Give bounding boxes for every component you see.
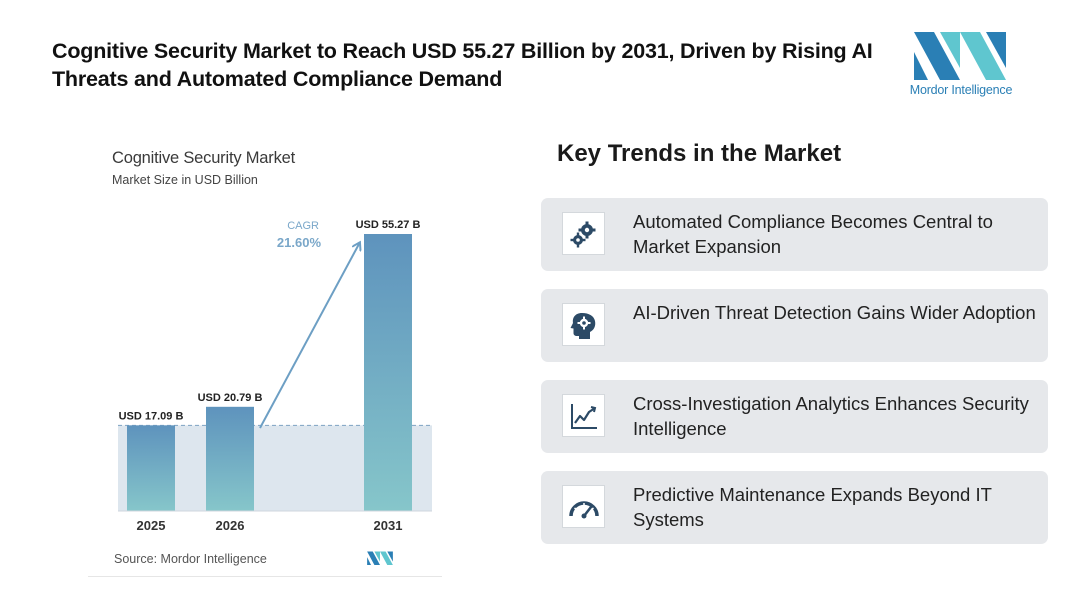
brand-logo: Mordor Intelligence — [902, 30, 1020, 100]
line-chart-icon — [562, 394, 605, 437]
page-title: Cognitive Security Market to Reach USD 5… — [52, 39, 873, 91]
chart-panel: Cognitive Security Market Market Size in… — [88, 122, 442, 577]
bar-chart: CAGR 21.60% USD 17.09 B 2025 USD 20.79 B 20… — [118, 219, 432, 533]
bar-value-label: USD 20.79 B — [198, 392, 263, 404]
chart-source: Source: Mordor Intelligence — [114, 552, 267, 566]
trend-label: Cross-Investigation Analytics Enhances S… — [633, 393, 1029, 439]
mordor-logo-icon — [914, 32, 1006, 80]
bar-2026 — [206, 406, 254, 511]
cagr-value: 21.60% — [277, 235, 322, 250]
x-tick-label: 2025 — [137, 518, 166, 533]
chart-title: Cognitive Security Market — [112, 149, 295, 167]
gears-icon — [562, 212, 605, 255]
bar-2031 — [364, 234, 412, 511]
trend-card-cross-investigation: Cross-Investigation Analytics Enhances S… — [541, 380, 1048, 453]
trend-label: Predictive Maintenance Expands Beyond IT… — [633, 484, 992, 530]
bar-value-label: USD 55.27 B — [356, 219, 421, 231]
mini-logo-icon — [367, 551, 393, 565]
cagr-label: CAGR — [287, 220, 319, 232]
gauge-icon — [562, 485, 605, 528]
brain-gear-icon — [562, 303, 605, 346]
trend-card-automated-compliance: Automated Compliance Becomes Central to … — [541, 198, 1048, 271]
trend-label: Automated Compliance Becomes Central to … — [633, 211, 993, 257]
chart-subtitle: Market Size in USD Billion — [112, 173, 258, 187]
cagr-arrow — [259, 244, 359, 429]
x-tick-label: 2026 — [216, 518, 245, 533]
trends-title: Key Trends in the Market — [557, 140, 842, 167]
trend-card-ai-threat-detection: AI-Driven Threat Detection Gains Wider A… — [541, 289, 1048, 362]
bar-2025 — [127, 425, 175, 511]
x-tick-label: 2031 — [374, 518, 403, 533]
trend-label: AI-Driven Threat Detection Gains Wider A… — [633, 302, 1036, 323]
brand-name: Mordor Intelligence — [909, 83, 1013, 97]
trend-card-predictive-maintenance: Predictive Maintenance Expands Beyond IT… — [541, 471, 1048, 544]
bar-value-label: USD 17.09 B — [119, 410, 184, 422]
